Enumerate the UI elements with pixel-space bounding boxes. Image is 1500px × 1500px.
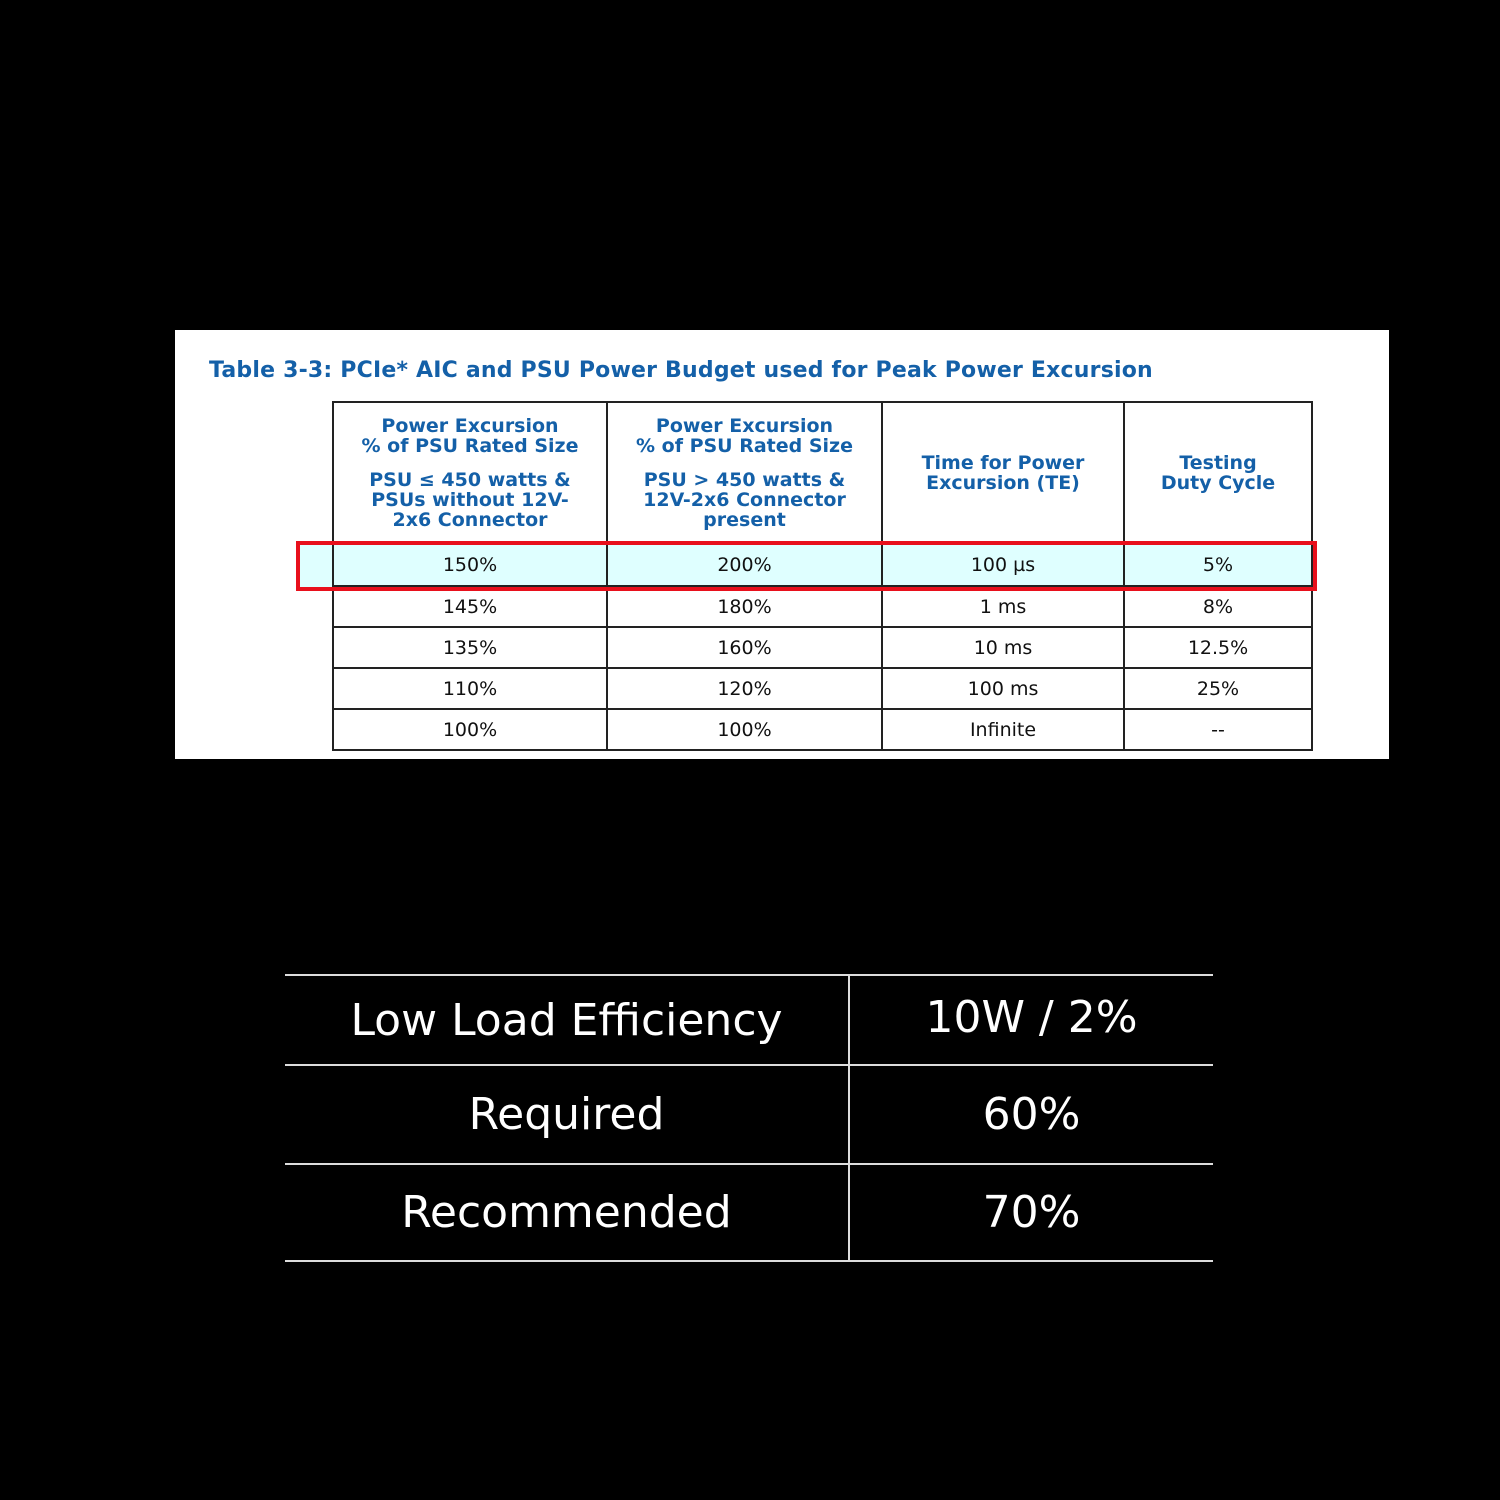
header-text: 12V-2x6 Connector [643, 488, 846, 511]
table-row: 100% 100% Infinite -- [332, 708, 1313, 751]
header-text: Duty Cycle [1160, 471, 1276, 494]
table-cell: -- [1123, 708, 1313, 751]
table-header-row: Power Excursion % of PSU Rated Size PSU … [332, 401, 1313, 544]
table-cell: 150% [332, 542, 608, 587]
table-cell: 180% [606, 585, 883, 628]
header-text: % of PSU Rated Size [361, 434, 579, 457]
table-cell: 8% [1123, 585, 1313, 628]
summary-row: Recommended 70% [285, 1163, 1213, 1262]
summary-value: 60% [982, 1089, 1081, 1140]
efficiency-summary-table: Low Load Efficiency 10W / 2% Required 60… [285, 974, 1213, 1262]
table-row: 150% 200% 100 µs 5% [332, 542, 1313, 587]
power-excursion-table: Power Excursion % of PSU Rated Size PSU … [332, 401, 1313, 751]
header-text: present [703, 508, 786, 531]
table-cell: 1 ms [881, 585, 1125, 628]
summary-label: Required [285, 1066, 850, 1163]
table-cell: 100 µs [881, 542, 1125, 587]
header-text: Excursion (TE) [926, 471, 1080, 494]
header-text: % of PSU Rated Size [635, 434, 853, 457]
header-psu-gt-450: Power Excursion % of PSU Rated Size PSU … [606, 401, 883, 544]
header-text: PSU ≤ 450 watts & [369, 468, 571, 491]
table-cell: 100% [332, 708, 608, 751]
table-cell: Infinite [881, 708, 1125, 751]
table-cell: 100 ms [881, 667, 1125, 710]
summary-value: 10W / 2% [925, 991, 1138, 1043]
table-cell: 135% [332, 626, 608, 669]
header-text: PSU > 450 watts & [643, 468, 846, 491]
header-text: Power Excursion [655, 414, 834, 437]
table-cell: 12.5% [1123, 626, 1313, 669]
table-row: 145% 180% 1 ms 8% [332, 585, 1313, 628]
highlight-box [296, 541, 1317, 591]
table-row: 135% 160% 10 ms 12.5% [332, 626, 1313, 669]
summary-row: Low Load Efficiency 10W / 2% [285, 974, 1213, 1064]
header-duty-cycle: Testing Duty Cycle [1123, 401, 1313, 544]
table-row: 110% 120% 100 ms 25% [332, 667, 1313, 710]
header-text: Testing [1179, 451, 1257, 474]
table-cell: 200% [606, 542, 883, 587]
summary-value: 70% [982, 1187, 1081, 1238]
table-cell: 25% [1123, 667, 1313, 710]
table-title: Table 3-3: PCIe* AIC and PSU Power Budge… [209, 358, 1153, 383]
summary-label: Low Load Efficiency [285, 976, 850, 1064]
summary-label: Recommended [285, 1165, 850, 1260]
table-cell: 145% [332, 585, 608, 628]
header-text: Time for Power [921, 451, 1085, 474]
summary-row: Required 60% [285, 1064, 1213, 1163]
table-cell: 160% [606, 626, 883, 669]
header-time-te: Time for Power Excursion (TE) [881, 401, 1125, 544]
table-cell: 10 ms [881, 626, 1125, 669]
table-cell: 120% [606, 667, 883, 710]
header-text: Power Excursion [381, 414, 559, 437]
header-text: 2x6 Connector [392, 508, 548, 531]
table-cell: 110% [332, 667, 608, 710]
header-psu-le-450: Power Excursion % of PSU Rated Size PSU … [332, 401, 608, 544]
header-text: PSUs without 12V- [371, 488, 569, 511]
table-cell: 100% [606, 708, 883, 751]
